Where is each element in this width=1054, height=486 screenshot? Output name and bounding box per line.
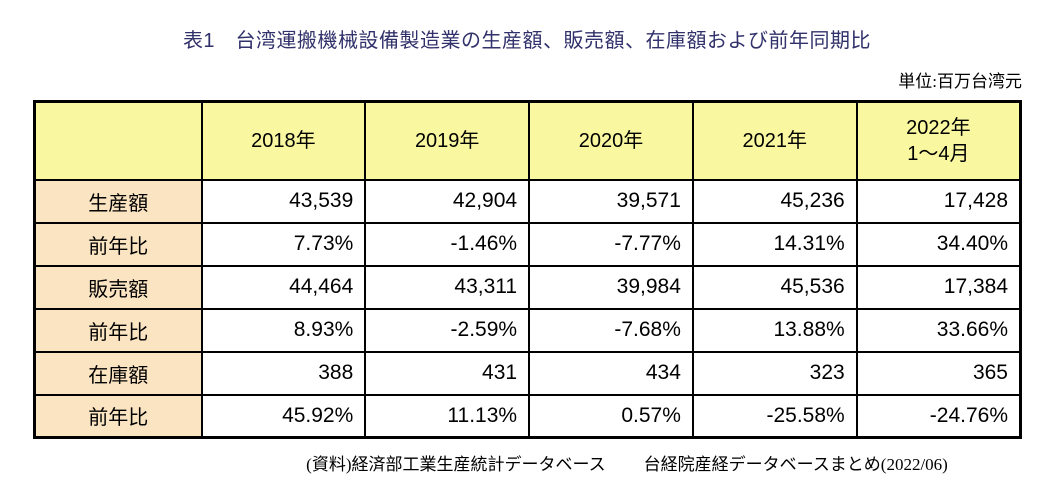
cell: 45,536 <box>691 264 858 310</box>
source-part2: 台経院産経データベースまとめ(2022/06) <box>643 455 948 474</box>
cell: 43,311 <box>364 264 531 310</box>
cell: 11.13% <box>364 393 531 439</box>
row-label: 前年比 <box>33 307 203 353</box>
cell: -2.59% <box>364 307 531 353</box>
cell: 7.73% <box>200 221 367 267</box>
cell: 13.88% <box>691 307 858 353</box>
corner-cell <box>33 100 203 181</box>
source-note: (資料)経済部工業生産統計データベース 台経院産経データベースまとめ(2022/0… <box>100 450 1054 475</box>
cell: 8.93% <box>200 307 367 353</box>
cell: 365 <box>855 350 1022 396</box>
col-header-2020: 2020年 <box>528 100 694 181</box>
cell: 44,464 <box>200 264 367 310</box>
row-label: 生産額 <box>33 178 203 224</box>
cell: 0.57% <box>528 393 694 439</box>
table-row-sales-yoy: 前年比 8.93% -2.59% -7.68% 13.88% 33.66% <box>33 307 1022 353</box>
cell: -7.77% <box>528 221 694 267</box>
col-header-2019: 2019年 <box>364 100 531 181</box>
cell: 323 <box>691 350 858 396</box>
table-row-inventory: 在庫額 388 431 434 323 365 <box>33 350 1022 396</box>
cell: -1.46% <box>364 221 531 267</box>
row-label: 在庫額 <box>33 350 203 396</box>
cell: 17,384 <box>855 264 1022 310</box>
cell: 42,904 <box>364 178 531 224</box>
cell: 434 <box>528 350 694 396</box>
header-row: 2018年 2019年 2020年 2021年 2022年 1〜4月 <box>33 100 1022 181</box>
cell: 17,428 <box>855 178 1022 224</box>
cell: 431 <box>364 350 531 396</box>
cell: 45,236 <box>691 178 858 224</box>
col-header-2022: 2022年 1〜4月 <box>855 100 1022 181</box>
cell: 39,571 <box>528 178 694 224</box>
table-row-sales: 販売額 44,464 43,311 39,984 45,536 17,384 <box>33 264 1022 310</box>
col-header-2021: 2021年 <box>691 100 858 181</box>
row-label: 販売額 <box>33 264 203 310</box>
cell: 43,539 <box>200 178 367 224</box>
cell: 39,984 <box>528 264 694 310</box>
source-part1: (資料)経済部工業生産統計データベース <box>306 455 606 474</box>
cell: -25.58% <box>691 393 858 439</box>
col-header-2022-line2: 1〜4月 <box>907 142 970 165</box>
unit-label: 単位:百万台湾元 <box>898 72 1022 91</box>
table-caption: 表1 台湾運搬機械設備製造業の生産額、販売額、在庫額および前年同期比 <box>182 30 872 52</box>
cell: 45.92% <box>200 393 367 439</box>
cell: -24.76% <box>855 393 1022 439</box>
row-label: 前年比 <box>33 393 203 439</box>
row-label: 前年比 <box>33 221 203 267</box>
data-table: 2018年 2019年 2020年 2021年 2022年 1〜4月 生産額 4… <box>33 100 1022 439</box>
table-row-production-yoy: 前年比 7.73% -1.46% -7.77% 14.31% 34.40% <box>33 221 1022 267</box>
cell: 388 <box>200 350 367 396</box>
col-header-2018: 2018年 <box>200 100 367 181</box>
table-row-inventory-yoy: 前年比 45.92% 11.13% 0.57% -25.58% -24.76% <box>33 393 1022 439</box>
cell: 33.66% <box>855 307 1022 353</box>
cell: 34.40% <box>855 221 1022 267</box>
col-header-2022-line1: 2022年 <box>906 116 971 139</box>
table-row-production: 生産額 43,539 42,904 39,571 45,236 17,428 <box>33 178 1022 224</box>
cell: 14.31% <box>691 221 858 267</box>
cell: -7.68% <box>528 307 694 353</box>
